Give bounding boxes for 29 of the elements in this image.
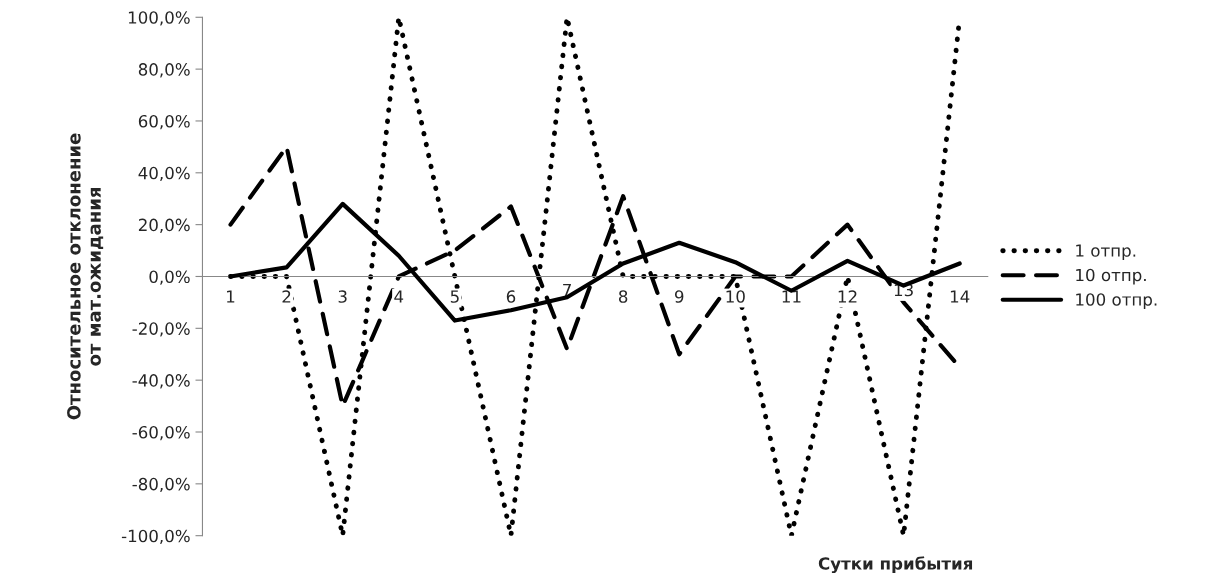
y-tick-label: 40,0% (138, 166, 190, 182)
y-tick-label: -100,0% (121, 529, 190, 544)
x-tick-label: 3 (338, 290, 347, 303)
y-tick-label: -60,0% (132, 425, 190, 441)
y-tick-label: 60,0% (138, 114, 190, 130)
y-tick-label: 100,0% (128, 11, 190, 26)
x-tick-label: 12 (838, 290, 857, 303)
y-tick-label: 0,0% (149, 270, 190, 285)
legend-label: 10 отпр. (1076, 268, 1146, 285)
x-tick-label: 6 (506, 290, 516, 303)
x-tick-label: 5 (450, 290, 459, 303)
y-tick-label: 80,0% (138, 63, 190, 78)
legend-label: 100 отпр. (1076, 293, 1157, 310)
x-tick-label: 8 (618, 290, 628, 303)
y-tick-label: 20,0% (138, 218, 190, 233)
x-tick-label: 9 (674, 290, 684, 303)
x-tick-label: 10 (726, 290, 745, 303)
x-tick-label: 14 (950, 290, 970, 303)
y-tick-label: -40,0% (132, 374, 190, 389)
y-tick-label: -80,0% (132, 477, 190, 493)
y-axis-title: Относительное отклонение от мат.ожидания (67, 133, 104, 420)
y-tick-label: -20,0% (132, 322, 190, 337)
x-tick-label: 7 (563, 283, 571, 297)
x-tick-label: 1 (227, 290, 235, 303)
legend-label: 1 отпр. (1076, 244, 1136, 261)
x-tick-label: 4 (394, 290, 404, 303)
x-axis-title: Сутки прибытия (818, 556, 973, 574)
x-tick-label: 2 (282, 290, 291, 303)
x-tick-label: 11 (782, 290, 801, 303)
